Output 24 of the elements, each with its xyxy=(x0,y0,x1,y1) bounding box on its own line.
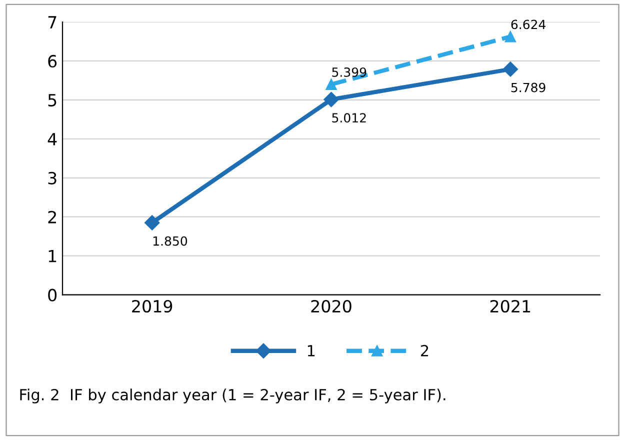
point xyxy=(144,215,160,230)
point xyxy=(324,92,339,108)
data-label: 5.789 xyxy=(511,82,546,92)
caption: Fig. 2 IF by calendar year (1 = 2-year IF, 2 = 5-year IF). xyxy=(20,388,446,404)
y-tick-label: 3 xyxy=(48,172,56,184)
x-tick-label: 2021 xyxy=(490,300,530,313)
y-tick-label: 4 xyxy=(48,133,57,146)
data-label: 1.850 xyxy=(153,236,188,246)
data-label: 5.399 xyxy=(332,67,366,77)
point xyxy=(326,78,337,90)
y-tick-label: 0 xyxy=(48,288,57,302)
y-tick-label: 1 xyxy=(48,250,56,262)
y-tick-label: 5 xyxy=(48,94,56,107)
x-tick-label: 2020 xyxy=(311,300,352,313)
point xyxy=(502,62,518,77)
legend-label: 1 xyxy=(308,345,315,356)
data-label: 5.012 xyxy=(332,113,366,123)
legend-label: 2 xyxy=(420,344,428,356)
y-tick-label: 2 xyxy=(48,210,56,224)
data-label: 6.624 xyxy=(511,20,546,30)
y-tick-label: 6 xyxy=(48,54,57,68)
y-tick-label: 7 xyxy=(48,16,56,28)
point xyxy=(504,31,516,42)
x-tick-label: 2019 xyxy=(132,300,172,313)
